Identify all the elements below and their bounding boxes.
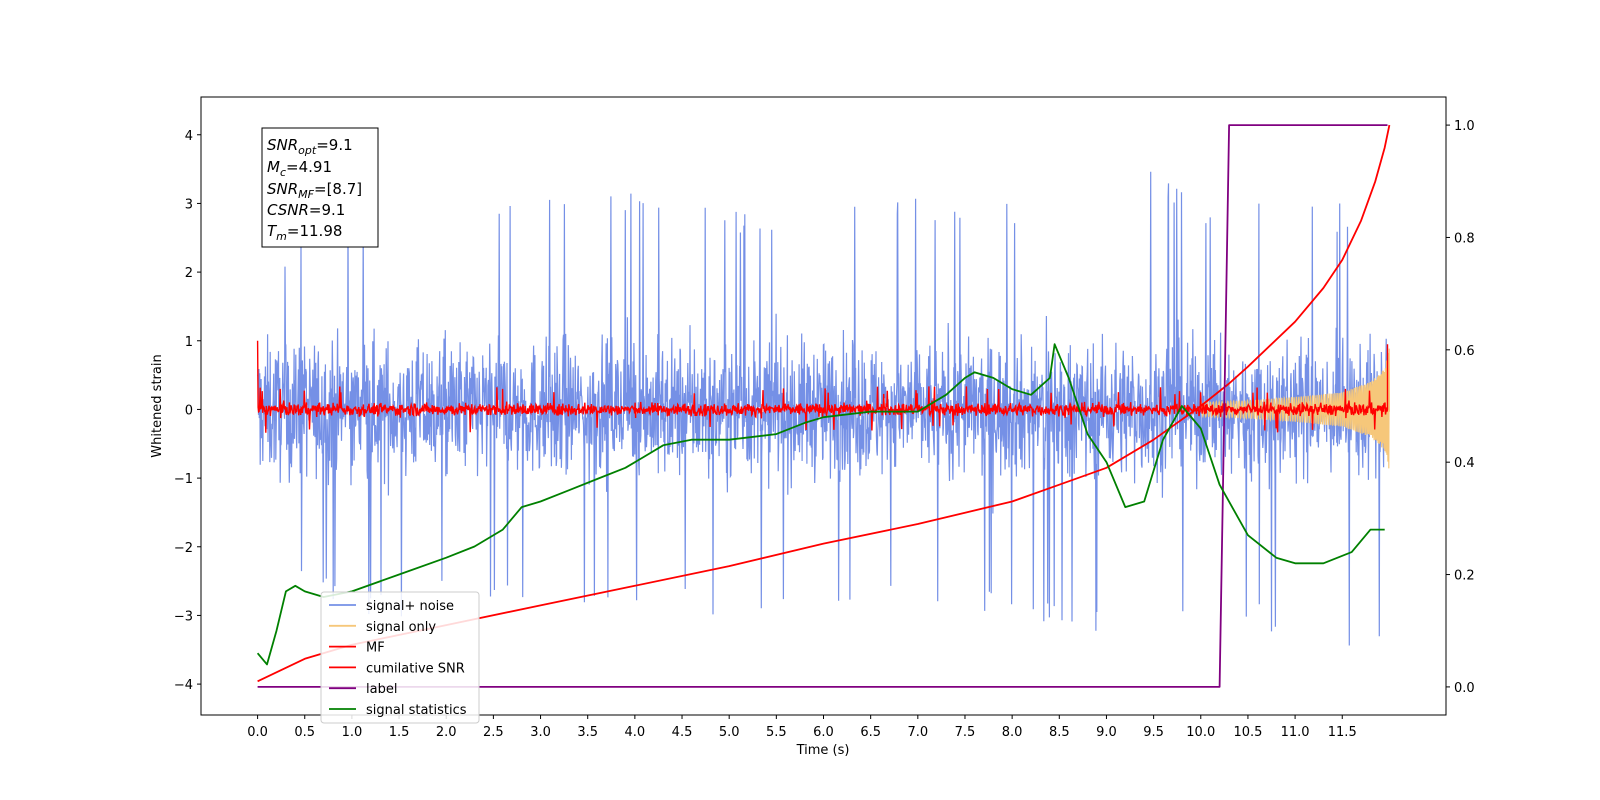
y2-tick-label: 0.6 <box>1454 344 1475 359</box>
series-signal-only <box>1200 348 1390 469</box>
x-tick-label: 4.5 <box>672 725 693 740</box>
x-tick-label: 10.0 <box>1186 725 1215 740</box>
y-tick-label: −2 <box>174 541 193 556</box>
x-tick-label: 8.5 <box>1049 725 1070 740</box>
x-tick-label: 6.5 <box>860 725 881 740</box>
x-tick-label: 1.0 <box>342 725 363 740</box>
y2-tick-label: 0.8 <box>1454 231 1475 246</box>
legend-label: signal only <box>366 620 436 635</box>
x-tick-label: 9.0 <box>1096 725 1117 740</box>
y-tick-label: 1 <box>185 335 193 350</box>
series-signal-noise <box>257 171 1389 646</box>
y2-tick-label: 0.4 <box>1454 456 1475 471</box>
y-tick-label: −1 <box>174 472 193 487</box>
y-axis-label: Whitened strain <box>150 354 165 457</box>
series-signal-statistics <box>256 343 1385 666</box>
info-snr-opt-value: =9.1 <box>316 136 352 154</box>
x-tick-label: 4.0 <box>625 725 646 740</box>
legend-label: label <box>366 682 397 697</box>
x-tick-label: 3.5 <box>577 725 598 740</box>
y-tick-label: −4 <box>174 678 193 693</box>
x-tick-label: 2.5 <box>483 725 504 740</box>
x-tick-label: 5.0 <box>719 725 740 740</box>
info-snr-mf: SNRMF=[8.7] <box>267 180 362 201</box>
info-snr-opt: SNRopt=9.1 <box>267 136 353 157</box>
x-tick-label: 0.0 <box>247 725 268 740</box>
info-snr-mf-value: =[8.7] <box>314 180 362 198</box>
info-box: SNRopt=9.1 Mc=4.91 SNRMF=[8.7] CSNR=9.1 … <box>261 127 379 248</box>
x-tick-label: 1.5 <box>389 725 410 740</box>
legend: signal+ noise signal only MF cumilative SNR… <box>320 591 480 724</box>
info-tm-value: =11.98 <box>287 222 343 240</box>
x-tick-label: 11.0 <box>1281 725 1310 740</box>
info-csnr: CSNR=9.1 <box>267 201 345 219</box>
y2-tick-label: 0.2 <box>1454 569 1475 584</box>
legend-label: cumilative SNR <box>366 661 465 676</box>
y-tick-label: 0 <box>185 403 193 418</box>
info-box-frame <box>261 127 379 248</box>
y-tick-label: 3 <box>185 197 193 212</box>
legend-label: signal statistics <box>366 703 467 718</box>
x-tick-label: 7.5 <box>955 725 976 740</box>
y-tick-label: −3 <box>174 609 193 624</box>
y-tick-label: 4 <box>185 129 193 144</box>
x-tick-label: 2.0 <box>436 725 457 740</box>
x-tick-label: 11.5 <box>1328 725 1357 740</box>
info-csnr-value: =9.1 <box>309 201 345 219</box>
x-tick-label: 3.0 <box>530 725 551 740</box>
x-tick-label: 10.5 <box>1233 725 1262 740</box>
series-mf <box>256 340 1389 433</box>
x-tick-label: 5.5 <box>766 725 787 740</box>
series-label <box>257 124 1388 688</box>
info-mc-value: =4.91 <box>286 158 332 176</box>
y2-tick-label: 1.0 <box>1454 119 1475 134</box>
x-tick-label: 9.5 <box>1143 725 1164 740</box>
legend-label: MF <box>366 641 385 656</box>
legend-label: signal+ noise <box>366 599 454 614</box>
x-axis-label: Time (s) <box>796 743 850 758</box>
x-tick-label: 7.0 <box>907 725 928 740</box>
legend-frame <box>320 591 480 724</box>
x-tick-label: 0.5 <box>294 725 315 740</box>
x-tick-label: 6.0 <box>813 725 834 740</box>
info-mc: Mc=4.91 <box>267 158 332 179</box>
y-tick-label: 2 <box>185 266 193 281</box>
series-cumulative-snr <box>257 124 1391 683</box>
y2-tick-label: 0.0 <box>1454 681 1475 696</box>
x-tick-label: 8.0 <box>1002 725 1023 740</box>
